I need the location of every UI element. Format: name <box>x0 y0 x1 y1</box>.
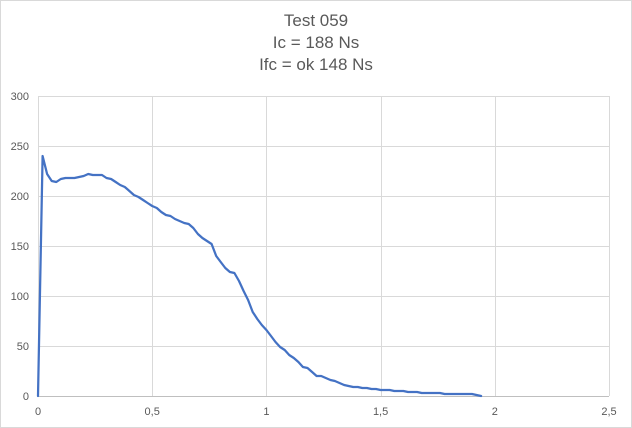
x-tick-label: 2 <box>492 406 498 418</box>
series-layer <box>36 154 483 398</box>
chart-title-line-3: Ifc = ok 148 Ns <box>259 55 373 74</box>
x-tick-label: 0,5 <box>145 406 160 418</box>
y-tick-label: 0 <box>23 391 29 403</box>
x-tick-label: 1,5 <box>373 406 388 418</box>
x-tick-label: 1 <box>263 406 269 418</box>
y-tick-label: 50 <box>17 341 29 353</box>
chart-title-line-2: Ic = 188 Ns <box>272 33 360 52</box>
chart-title: Test 059 Ic = 188 Ns Ifc = ok 148 Ns <box>0 10 632 76</box>
y-tick-label: 100 <box>11 291 29 303</box>
y-tick-label: 200 <box>11 191 29 203</box>
y-axis-tick-labels: 0 50 100 150 200 250 300 <box>11 91 29 403</box>
y-tick-label: 150 <box>11 241 29 253</box>
chart-title-line-1: Test 059 <box>283 11 349 30</box>
y-tick-label: 250 <box>11 141 29 153</box>
gridlines <box>38 96 610 396</box>
x-tick-label: 2,5 <box>601 406 616 418</box>
series-line <box>36 154 483 398</box>
x-axis-tick-labels: 0 0,5 1 1,5 2 2,5 <box>35 406 617 418</box>
x-tick-label: 0 <box>35 406 41 418</box>
y-tick-label: 300 <box>11 91 29 103</box>
